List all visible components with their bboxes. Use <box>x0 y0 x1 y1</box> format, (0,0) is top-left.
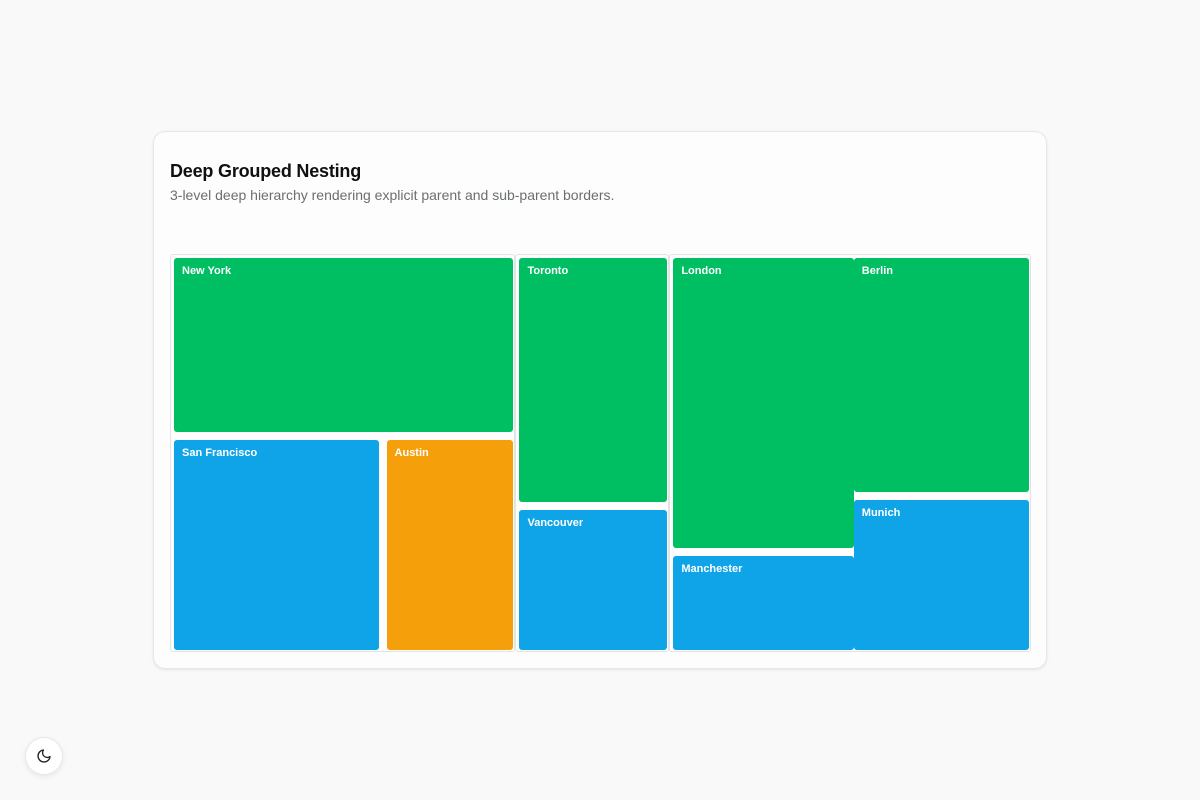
treemap-tile-label: Munich <box>861 506 901 519</box>
theme-toggle-button[interactable] <box>25 737 63 775</box>
treemap-tile-label: Manchester <box>681 563 743 575</box>
treemap-tile-label: London <box>681 265 722 277</box>
treemap-group: New York San Francisco Austin <box>170 254 516 652</box>
moon-icon <box>37 749 51 763</box>
treemap-tile[interactable]: San Francisco <box>174 439 379 650</box>
treemap-tile[interactable]: Manchester <box>673 556 854 650</box>
chart-subtitle: 3-level deep hierarchy rendering explici… <box>170 187 615 203</box>
treemap-tile-label: Vancouver <box>527 516 584 529</box>
chart-title: Deep Grouped Nesting <box>170 161 362 181</box>
treemap-tile[interactable]: New York <box>174 258 514 432</box>
chart-card: Deep Grouped Nesting 3-level deep hierar… <box>153 131 1047 669</box>
treemap-tile-label: Berlin <box>861 265 893 277</box>
treemap-group: London Manchester Berlin Munich <box>669 254 1031 652</box>
treemap-tile-label: San Francisco <box>182 446 258 459</box>
treemap-group: Toronto Vancouver <box>515 254 670 652</box>
treemap-tile[interactable]: Berlin <box>853 258 1029 492</box>
treemap-tile-label: New York <box>182 265 232 277</box>
treemap-tile[interactable]: London <box>673 258 854 548</box>
treemap-tile[interactable]: Austin <box>386 439 514 650</box>
treemap-chart: New York San Francisco Austin Toronto Vancou… <box>170 254 1031 652</box>
treemap-tile-label: Toronto <box>527 265 569 277</box>
treemap-tile[interactable]: Vancouver <box>519 509 668 650</box>
treemap-tile[interactable]: Munich <box>853 499 1029 650</box>
treemap-tile[interactable]: Toronto <box>519 258 668 502</box>
treemap-tile-label: Austin <box>394 446 429 459</box>
